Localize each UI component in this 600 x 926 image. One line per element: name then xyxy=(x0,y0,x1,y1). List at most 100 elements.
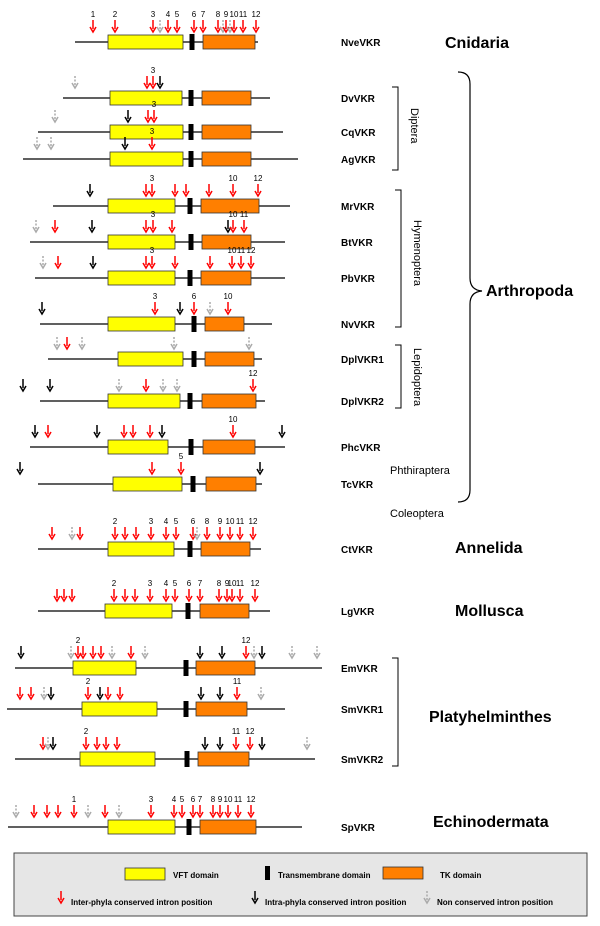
group-label-hymenoptera: Hymenoptera xyxy=(411,220,423,287)
vft-domain-box xyxy=(117,351,184,367)
intron-number-label: 11 xyxy=(236,579,245,588)
transmembrane-domain-bar xyxy=(188,90,194,106)
intron-arrow-inter xyxy=(48,527,56,541)
intron-number-label: 12 xyxy=(254,174,263,183)
intron-number-label: 3 xyxy=(149,517,154,526)
phylum-label-platyhelminthes: Platyhelminthes xyxy=(429,709,552,726)
intron-number-label: 4 xyxy=(172,795,177,804)
intron-number-label: 11 xyxy=(237,246,246,255)
phylum-label-cnidaria: Cnidaria xyxy=(445,35,509,52)
intron-arrow-nonconserved xyxy=(303,737,311,751)
intron-arrow-inter xyxy=(205,184,213,198)
gene-row-dplvkr2: 12 DplVKR2 xyxy=(19,369,384,409)
intron-arrow-nonconserved xyxy=(115,379,123,393)
gene-row-cqvkr: 3 CqVKR xyxy=(38,100,376,140)
intron-arrow-inter xyxy=(97,646,105,660)
gene-name-label: BtVKR xyxy=(341,238,373,249)
intron-number-label: 10 xyxy=(230,10,239,19)
gene-row-spvkr: 1 3 4 5 6 7 8 9 10 11 12 SpVKR xyxy=(8,795,376,835)
intron-arrow-nonconserved xyxy=(193,527,201,541)
vft-domain-box xyxy=(79,751,156,767)
tk-domain-box xyxy=(200,198,260,214)
intron-arrow-intra xyxy=(89,256,97,270)
intron-arrow-inter xyxy=(54,256,62,270)
intron-arrow-intra xyxy=(31,425,39,439)
intron-arrow-inter xyxy=(63,337,71,351)
intron-arrow-inter xyxy=(249,527,257,541)
gene-name-label: CqVKR xyxy=(341,128,376,139)
vft-domain-box xyxy=(112,476,183,492)
intron-number-label: 7 xyxy=(201,10,206,19)
transmembrane-domain-bar xyxy=(189,34,195,50)
intron-arrow-nonconserved xyxy=(12,805,20,819)
intron-number-label: 5 xyxy=(174,517,179,526)
intron-arrow-inter xyxy=(236,589,244,603)
intron-arrow-inter xyxy=(229,220,237,234)
gene-row-tcvkr: 5 TcVKR xyxy=(16,452,374,492)
gene-row-ctvkr: 2 3 4 5 6 8 9 10 11 12 CtVKR xyxy=(38,517,373,557)
intron-number-label: 2 xyxy=(113,10,118,19)
intron-arrow-inter xyxy=(129,425,137,439)
intron-arrow-inter xyxy=(121,589,129,603)
tk-domain-box xyxy=(201,151,252,167)
vft-domain-box xyxy=(107,316,176,332)
intron-arrow-inter xyxy=(84,687,92,701)
intron-number-label: 4 xyxy=(164,517,169,526)
intron-number-label: 6 xyxy=(192,292,197,301)
intron-arrow-nonconserved xyxy=(156,20,164,34)
intron-arrow-intra xyxy=(216,737,224,751)
intron-arrow-inter xyxy=(76,527,84,541)
intron-arrow-inter xyxy=(232,737,240,751)
intron-arrow-inter xyxy=(132,527,140,541)
group-label-phthiraptera: Phthiraptera xyxy=(390,465,451,477)
intron-number-label: 9 xyxy=(225,579,230,588)
intron-arrow-intra xyxy=(201,737,209,751)
tk-domain-box xyxy=(201,234,252,250)
intron-arrow-inter xyxy=(170,805,178,819)
intron-arrow-inter xyxy=(53,589,61,603)
legend-intra-arrow xyxy=(251,891,259,905)
gene-row-nvvkr: 3 6 10 NvVKR xyxy=(38,292,376,332)
intron-arrow-inter xyxy=(228,589,236,603)
intron-arrow-intra xyxy=(224,220,232,234)
intron-arrow-inter xyxy=(182,184,190,198)
tk-domain-box xyxy=(202,34,256,50)
intron-arrow-inter xyxy=(171,184,179,198)
intron-number-label: 10 xyxy=(228,579,237,588)
transmembrane-domain-bar xyxy=(187,270,193,286)
intron-number-label: 6 xyxy=(191,517,196,526)
intron-number-label: 12 xyxy=(249,517,258,526)
vft-domain-box xyxy=(107,198,176,214)
intron-arrow-nonconserved xyxy=(250,646,258,660)
intron-number-label: 12 xyxy=(251,579,260,588)
intron-number-label: 11 xyxy=(240,210,249,219)
intron-number-label: 11 xyxy=(234,795,243,804)
intron-number-label: 3 xyxy=(151,66,156,75)
intron-arrow-inter xyxy=(203,527,211,541)
intron-arrow-nonconserved xyxy=(32,220,40,234)
vft-domain-box xyxy=(107,439,169,455)
gene-name-label: DplVKR2 xyxy=(341,397,384,408)
intron-arrow-inter xyxy=(16,687,24,701)
intron-arrow-inter xyxy=(44,425,52,439)
intron-arrow-nonconserved xyxy=(173,379,181,393)
intron-arrow-nonconserved xyxy=(53,337,61,351)
intron-arrow-inter xyxy=(51,220,59,234)
intron-number-label: 10 xyxy=(229,415,238,424)
phylum-label-arthropoda: Arthropoda xyxy=(486,283,573,300)
intron-arrow-inter xyxy=(82,737,90,751)
intron-arrow-inter xyxy=(214,20,222,34)
intron-arrow-intra xyxy=(176,302,184,316)
legend-nonconserved-arrow xyxy=(423,891,431,905)
intron-arrow-inter xyxy=(120,425,128,439)
intron-number-label: 6 xyxy=(192,10,197,19)
hymenoptera-bracket xyxy=(395,189,402,328)
intron-arrow-inter xyxy=(104,687,112,701)
vft-domain-box xyxy=(109,124,184,140)
gene-name-label: AgVKR xyxy=(341,155,376,166)
gene-row-pbvkr: 3 10 11 12 PbVKR xyxy=(35,246,376,286)
vft-domain-box xyxy=(72,660,137,676)
intron-number-label: 11 xyxy=(236,517,245,526)
vft-domain-box xyxy=(104,603,173,619)
intron-arrow-nonconserved xyxy=(67,646,75,660)
